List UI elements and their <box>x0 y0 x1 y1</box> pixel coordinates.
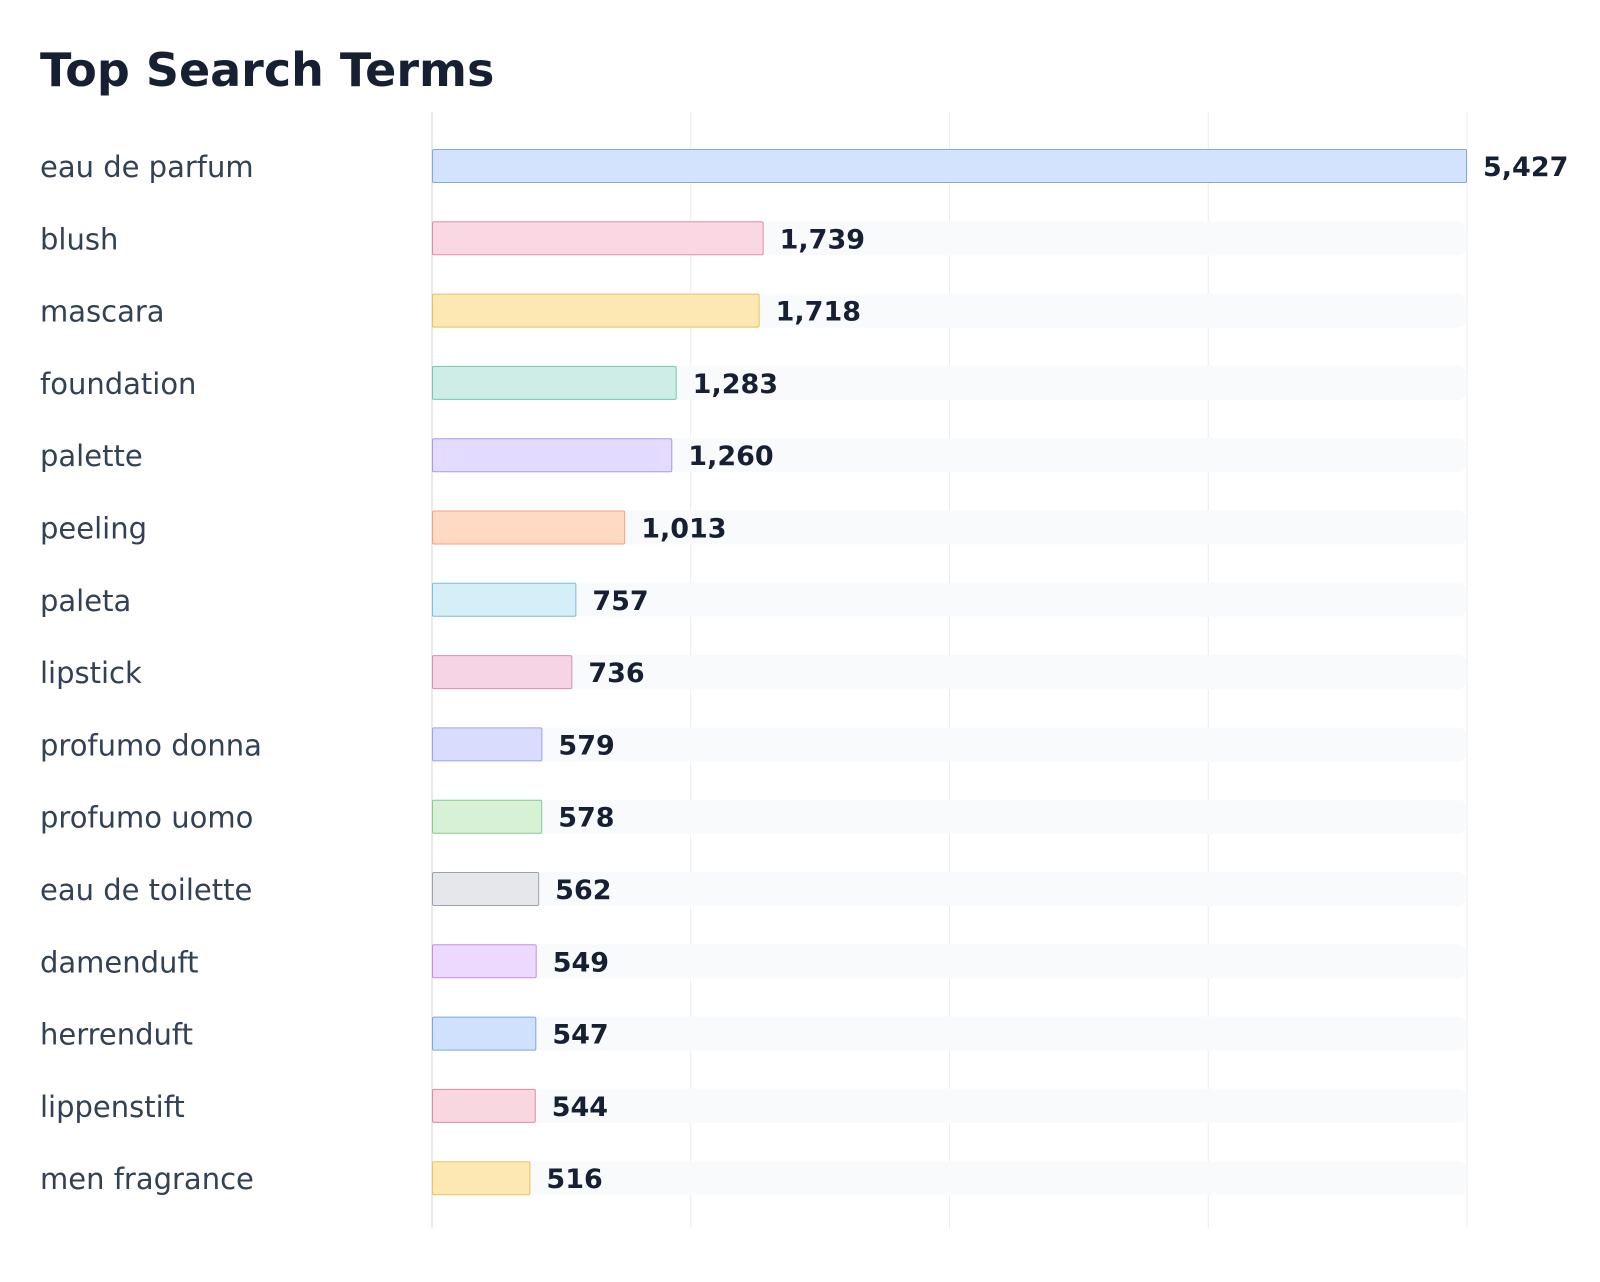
bar-track <box>432 1161 1467 1196</box>
bar <box>432 365 677 400</box>
bar-track <box>432 1016 1467 1051</box>
chart-title: Top Search Terms <box>40 43 495 97</box>
bar <box>432 438 673 473</box>
bar-track <box>432 510 1467 545</box>
bar <box>432 944 537 979</box>
bar <box>432 1016 537 1051</box>
category-label: men fragrance <box>40 1162 254 1196</box>
bar-track <box>432 727 1467 762</box>
bar <box>432 1088 536 1123</box>
value-label: 547 <box>552 1020 608 1051</box>
value-label: 549 <box>553 947 609 978</box>
bar <box>432 510 626 545</box>
category-label: lippenstift <box>40 1090 185 1124</box>
category-label: palette <box>40 439 143 473</box>
bar <box>432 727 543 762</box>
value-label: 736 <box>588 658 644 689</box>
bar <box>432 872 540 906</box>
bar-track <box>432 438 1467 473</box>
category-label: paleta <box>40 584 131 618</box>
bar-track <box>432 365 1467 400</box>
value-label: 578 <box>558 803 614 834</box>
category-label: profumo uomo <box>40 801 253 835</box>
bar <box>432 1161 531 1196</box>
category-label: herrenduft <box>40 1018 193 1052</box>
value-label: 1,260 <box>688 441 773 472</box>
value-label: 1,283 <box>693 369 778 400</box>
value-label: 757 <box>592 586 648 617</box>
bar <box>432 582 577 617</box>
value-label: 516 <box>546 1164 602 1195</box>
category-label: foundation <box>40 367 196 401</box>
value-label: 544 <box>552 1092 608 1123</box>
category-label: eau de parfum <box>40 150 254 184</box>
value-label: 579 <box>558 730 614 761</box>
value-label: 1,718 <box>776 297 861 328</box>
value-label: 5,427 <box>1483 152 1568 183</box>
category-label: profumo donna <box>40 728 262 762</box>
category-label: eau de toilette <box>40 873 252 907</box>
category-label: blush <box>40 222 118 256</box>
bar <box>432 221 764 256</box>
bar <box>432 149 1467 183</box>
category-labels: eau de parfum blush mascara foundation palet… <box>40 150 262 1196</box>
bar <box>432 293 760 328</box>
value-label: 1,739 <box>780 224 865 255</box>
bar-track <box>432 655 1467 690</box>
category-label: mascara <box>40 295 165 329</box>
category-label: damenduft <box>40 945 199 979</box>
value-label: 562 <box>555 875 611 906</box>
bar-track <box>432 872 1467 906</box>
bar <box>432 799 543 834</box>
bar-track <box>432 582 1467 617</box>
category-label: lipstick <box>40 656 142 690</box>
bar <box>432 655 573 690</box>
bars <box>432 149 1467 1196</box>
bar-track <box>432 799 1467 834</box>
bar-track <box>432 944 1467 979</box>
value-label: 1,013 <box>641 514 726 545</box>
value-labels: 5,427 1,739 1,718 1,283 1,260 1,013 757 736 579 5… <box>546 152 1568 1195</box>
bar-track <box>432 1088 1467 1123</box>
category-label: peeling <box>40 512 147 546</box>
